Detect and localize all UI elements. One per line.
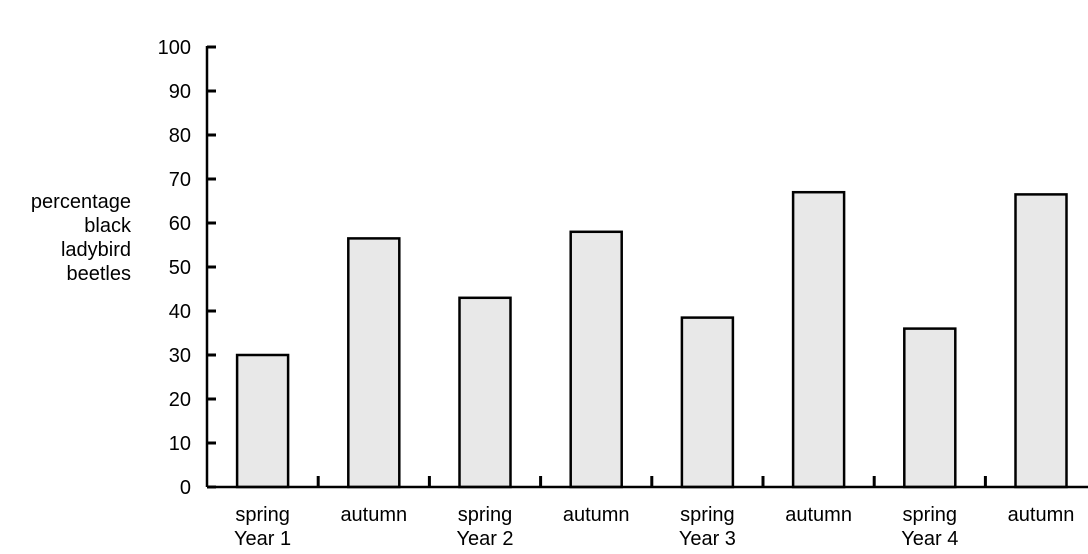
- bar: [903, 327, 957, 489]
- x-category-label: autumn: [563, 504, 630, 526]
- x-category-label: spring: [235, 504, 289, 526]
- y-tick-label: 100: [158, 37, 191, 59]
- bar: [1014, 193, 1068, 489]
- bar: [791, 190, 846, 489]
- bar: [458, 296, 512, 489]
- x-group-label: Year 2: [456, 528, 513, 550]
- bar: [235, 353, 290, 489]
- x-category-label: autumn: [1008, 504, 1075, 526]
- y-tick-label: 0: [180, 477, 191, 499]
- y-tick-label: 70: [169, 169, 191, 191]
- x-category-label: spring: [903, 504, 957, 526]
- x-category-label: autumn: [785, 504, 852, 526]
- y-tick-label: 60: [169, 213, 191, 235]
- y-tick-label: 20: [169, 389, 191, 411]
- y-tick-label: 90: [169, 81, 191, 103]
- bars: [235, 190, 1068, 489]
- y-tick-label: 10: [169, 433, 191, 455]
- y-tick-label: 80: [169, 125, 191, 147]
- y-axis-label-line: beetles: [67, 263, 132, 285]
- axes: [205, 46, 1088, 489]
- bar: [569, 230, 623, 489]
- y-axis-label-line: percentage: [31, 191, 131, 213]
- x-group-label: Year 1: [234, 528, 291, 550]
- x-axis-ticks: [316, 476, 987, 487]
- y-axis-label-line: ladybird: [61, 239, 131, 261]
- x-category-label: spring: [680, 504, 734, 526]
- y-tick-label: 40: [169, 301, 191, 323]
- bar: [680, 316, 735, 489]
- x-group-label: Year 4: [901, 528, 958, 550]
- y-axis-label-line: black: [84, 215, 132, 237]
- y-tick-label: 50: [169, 257, 191, 279]
- y-tick-label: 30: [169, 345, 191, 367]
- x-category-label: spring: [458, 504, 512, 526]
- x-group-label: Year 3: [679, 528, 736, 550]
- x-axis-labels: spring autumn spring autumn spring autumn spri…: [234, 504, 1074, 550]
- x-category-label: autumn: [340, 504, 407, 526]
- bar: [347, 237, 401, 489]
- y-axis-ticks: 0 10 20 30 40 50 60 70 80 90 100: [158, 37, 216, 499]
